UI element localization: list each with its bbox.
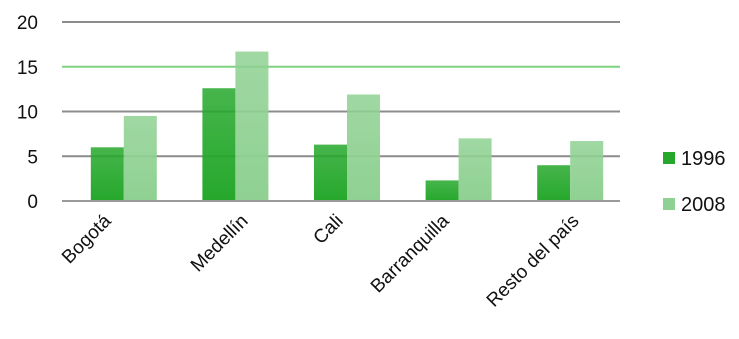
y-tick-label-10: 10 bbox=[17, 103, 38, 124]
bar-1996-1 bbox=[202, 88, 235, 201]
y-tick-label-5: 5 bbox=[27, 147, 38, 168]
x-axis-category-labels: Bogotá Medellín Cali Barranquilla Resto del … bbox=[58, 210, 583, 311]
legend-swatch-2008 bbox=[663, 198, 675, 210]
bar-2008-1 bbox=[235, 52, 268, 201]
bars bbox=[91, 52, 603, 201]
bar-2008-2 bbox=[347, 94, 380, 201]
bar-2008-0 bbox=[124, 116, 157, 201]
legend-label-2008: 2008 bbox=[681, 194, 726, 216]
y-tick-label-15: 15 bbox=[17, 58, 38, 79]
y-tick-label-0: 0 bbox=[27, 192, 38, 213]
bar-2008-3 bbox=[459, 138, 492, 201]
x-category-label-4: Resto del país bbox=[483, 211, 584, 312]
x-category-label-2: Cali bbox=[310, 211, 348, 249]
bar-1996-2 bbox=[314, 145, 347, 201]
legend: 1996 2008 bbox=[663, 148, 726, 216]
legend-swatch-1996 bbox=[663, 152, 675, 164]
y-axis-tick-labels: 0 5 10 15 20 bbox=[17, 13, 38, 213]
bar-2008-4 bbox=[570, 141, 603, 201]
x-category-label-3: Barranquilla bbox=[367, 210, 454, 297]
x-category-label-0: Bogotá bbox=[58, 210, 116, 268]
legend-label-1996: 1996 bbox=[681, 148, 726, 170]
bar-1996-3 bbox=[426, 180, 459, 201]
y-tick-label-20: 20 bbox=[17, 13, 38, 34]
bar-1996-4 bbox=[537, 165, 570, 201]
x-category-label-1: Medellín bbox=[187, 211, 253, 277]
bar-1996-0 bbox=[91, 147, 124, 201]
